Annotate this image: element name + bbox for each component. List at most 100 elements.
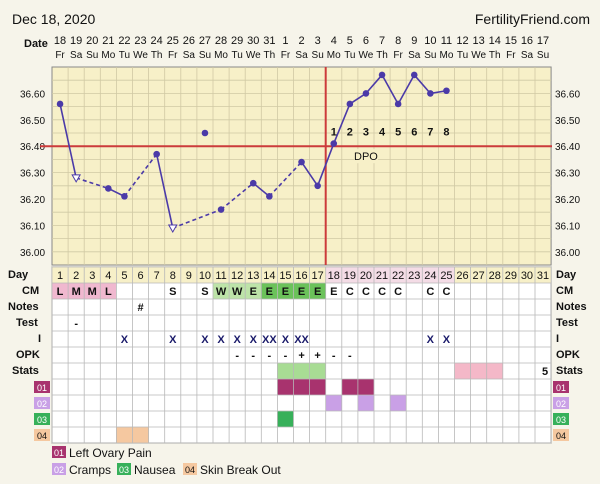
date-label: 20 — [86, 35, 98, 47]
symptom-code-box-right — [553, 429, 569, 441]
date-row-label: Date — [24, 38, 48, 50]
symptom-code-left: 03 — [37, 415, 47, 425]
dpo-label-background — [353, 149, 378, 164]
temperature-line-segment — [300, 161, 319, 187]
cycle-day: 1 — [57, 270, 63, 282]
y-tick-label-right: 36.60 — [555, 89, 580, 100]
cm-value: M — [88, 286, 97, 298]
day-cell — [245, 267, 262, 283]
intercourse-value: X — [250, 334, 258, 346]
dpo-number: 4 — [379, 127, 386, 139]
date-label: 25 — [167, 35, 179, 47]
intercourse-value: X — [443, 334, 451, 346]
date-label: 24 — [151, 35, 163, 47]
cycle-day: 19 — [344, 270, 356, 282]
symptom-code-box-right — [553, 413, 569, 425]
day-cell — [470, 267, 487, 283]
weekday-label: Tu — [457, 50, 468, 61]
temperature-point — [443, 87, 450, 95]
symptom-cell-fill — [357, 379, 374, 395]
day-cell — [293, 267, 310, 283]
dpo-number: 6 — [411, 127, 417, 139]
cm-value: C — [442, 286, 450, 298]
temperature-point — [362, 90, 370, 97]
legend-swatch — [52, 463, 66, 475]
symptom-cell-fill — [341, 379, 358, 395]
cycle-day: 8 — [170, 270, 176, 282]
weekday-label: Tu — [344, 50, 355, 61]
stats-cell-fill — [277, 363, 294, 379]
date-label: 9 — [411, 35, 417, 47]
temperature-point-open — [71, 174, 82, 183]
day-cell — [438, 267, 455, 283]
legend-code: 04 — [185, 465, 195, 475]
cycle-day: 18 — [328, 270, 340, 282]
weekday-label: Sa — [295, 50, 308, 61]
cycle-day: 15 — [279, 270, 291, 282]
cm-cell-fill — [293, 283, 310, 299]
symptom-code-left: 04 — [37, 431, 47, 441]
stats-value: 5 — [542, 366, 548, 378]
cycle-day: 25 — [440, 270, 452, 282]
temperature-line-segment — [123, 153, 158, 197]
dpo-number: 1 — [331, 127, 337, 139]
dpo-number: 8 — [443, 127, 449, 139]
weekday-label: Th — [264, 50, 276, 61]
date-label: 12 — [456, 35, 468, 47]
cm-value: C — [362, 286, 370, 298]
symptom-code-left: 02 — [37, 399, 47, 409]
cm-value: E — [250, 286, 257, 298]
weekday-label: Tu — [119, 50, 130, 61]
cm-value: C — [346, 286, 354, 298]
temperature-line-segment — [413, 74, 431, 94]
date-label: 11 — [441, 35, 452, 47]
day-cell — [164, 267, 181, 283]
day-row-label-left: Day — [8, 269, 29, 281]
dpo-number: 7 — [427, 127, 433, 139]
y-tick-label-right: 36.40 — [555, 142, 580, 153]
day-cell — [261, 267, 278, 283]
temperature-line-segment — [75, 177, 109, 190]
date-label: 27 — [199, 35, 211, 47]
date-label: 21 — [102, 35, 114, 47]
weekday-label: Mo — [214, 50, 228, 61]
symptom-cell-fill — [116, 427, 133, 443]
day-cell — [116, 267, 133, 283]
y-tick-label-right: 36.00 — [555, 248, 580, 259]
temperature-point — [105, 185, 112, 192]
weekday-label: Tu — [231, 50, 242, 61]
temperature-line-segment — [397, 74, 415, 105]
intercourse-value: X — [121, 334, 129, 346]
weekday-label: Sa — [408, 50, 421, 61]
cycle-day: 23 — [408, 270, 420, 282]
dpo-number: 5 — [395, 127, 401, 139]
date-label: 15 — [505, 35, 517, 47]
dpo-number: 2 — [347, 127, 353, 139]
cm-cell-fill — [52, 283, 69, 299]
stats-cell-fill — [309, 363, 326, 379]
weekday-label: Su — [424, 50, 436, 61]
weekday-label: Fr — [506, 50, 516, 61]
day-cell — [132, 267, 149, 283]
dpo-number: 3 — [363, 127, 369, 139]
symptom-code-right: 02 — [556, 399, 566, 409]
cm-value: E — [282, 286, 289, 298]
date-label: 17 — [537, 35, 549, 47]
date-label: 26 — [183, 35, 195, 47]
opk-value: - — [284, 350, 288, 362]
cm-value: S — [169, 286, 176, 298]
day-cell — [325, 267, 342, 283]
temperature-point-open — [167, 224, 178, 234]
symptom-code-box-left — [34, 381, 50, 393]
symptom-cell-fill — [309, 379, 326, 395]
temperature-line-segment — [316, 143, 335, 187]
weekday-label: Fr — [55, 50, 65, 61]
weekday-label: Th — [151, 50, 163, 61]
temperature-point — [394, 100, 402, 108]
date-label: 30 — [247, 35, 259, 47]
intercourse-value: X — [427, 334, 435, 346]
notes-value: # — [137, 302, 143, 314]
cm-value: E — [330, 286, 337, 298]
temperature-point — [201, 129, 209, 137]
date-label: 14 — [489, 35, 501, 47]
